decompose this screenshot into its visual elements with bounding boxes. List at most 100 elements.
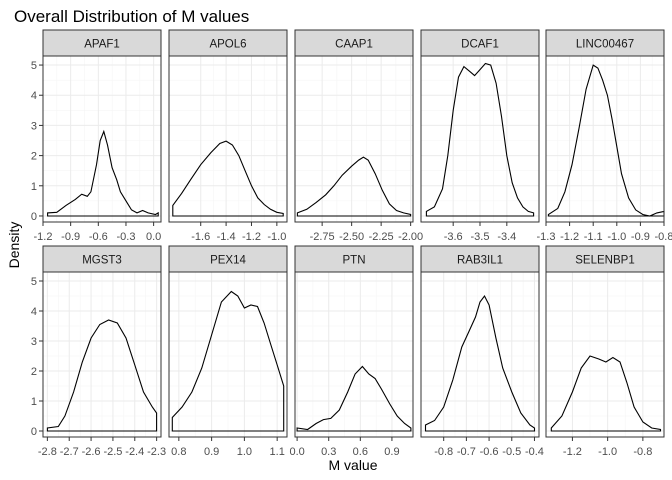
y-tick-label: 2 <box>31 151 37 163</box>
facet-strip <box>545 29 665 57</box>
x-tick-label: -0.7 <box>457 446 476 458</box>
facet-strip <box>168 245 288 273</box>
x-tick-label: -0.8 <box>655 231 672 243</box>
facet-panel: CAAP1 -2.75 -2.50 -2.25 -2.00 <box>294 29 423 243</box>
x-tick-label: -1.6 <box>191 231 210 243</box>
panel-border <box>294 55 414 223</box>
x-tick-label: -1.2 <box>34 231 53 243</box>
facet-panel: LINC00467 -1.3 -1.2 -1.1 -1.0 -0.9 -0.8 <box>537 29 672 243</box>
panel-border <box>420 271 540 438</box>
facet-panel: RAB3IL1 -0.8 -0.7 -0.6 -0.5 -0.4 <box>420 245 544 458</box>
x-tick-label: -2.3 <box>147 446 166 458</box>
panel-border <box>42 271 162 438</box>
panel-border <box>545 271 665 438</box>
facet-panel: DCAF1 -3.6 -3.5 -3.4 <box>420 29 540 243</box>
density-curve <box>296 365 412 432</box>
panel-border <box>42 55 162 223</box>
x-axis-title: M value <box>328 457 377 473</box>
x-tick-label: -0.5 <box>502 446 521 458</box>
y-tick-label: 4 <box>31 306 37 318</box>
density-curve <box>46 319 158 432</box>
x-tick-label: -0.3 <box>116 231 135 243</box>
panel-border <box>168 271 288 438</box>
facet-panel: MGST3 -2.8 -2.7 -2.6 -2.5 -2.4 -2.3 0 1 2 3 4 5 <box>31 245 166 458</box>
y-tick-label: 0 <box>31 211 37 223</box>
facet-panel: SELENBP1 -1.2 -1.0 -0.8 <box>545 245 665 458</box>
y-tick-label: 5 <box>31 60 37 72</box>
facet-strip <box>545 245 665 273</box>
facet-panel: PTN 0.0 0.3 0.6 0.9 <box>289 245 414 458</box>
facet-strip <box>294 245 414 273</box>
x-tick-label: -0.8 <box>434 446 453 458</box>
facet-panels: APAF1-1.2 -0.9 -0.6 -0.3 0.0012345APOL6-1.6-… <box>31 29 672 458</box>
x-tick-label: 0.6 <box>353 446 368 458</box>
x-tick-label: -1.2 <box>242 231 261 243</box>
facet-label: SELENBP1 <box>575 255 634 267</box>
facet-panel: PEX14 0.8 0.9 1.0 1.1 <box>168 245 288 458</box>
x-tick-label: 0.0 <box>289 446 304 458</box>
x-tick-label: -1.0 <box>607 231 626 243</box>
x-tick-label: -0.9 <box>631 231 650 243</box>
x-tick-label: -0.4 <box>525 446 544 458</box>
x-tick-label: 0.0 <box>146 231 161 243</box>
x-tick-label: -1.2 <box>563 446 582 458</box>
x-tick-label: -0.9 <box>61 231 80 243</box>
density-curve <box>172 140 284 217</box>
facet-panel: APOL6 -1.6 -1.4 -1.2 -1.0 <box>168 29 288 243</box>
facet-strip <box>168 29 288 57</box>
facet-label: PEX14 <box>210 255 246 267</box>
x-tick-label: -1.0 <box>267 231 286 243</box>
x-tick-label: -1.2 <box>560 231 579 243</box>
x-tick-label: -1.4 <box>217 231 236 243</box>
x-tick-label: -2.4 <box>125 446 144 458</box>
x-tick-label: -0.6 <box>480 446 499 458</box>
y-tick-label: 2 <box>31 366 37 378</box>
y-tick-label: 4 <box>31 90 37 102</box>
facet-label: APAF1 <box>84 39 120 51</box>
y-tick-label: 3 <box>31 336 37 348</box>
x-tick-label: 0.3 <box>321 446 336 458</box>
facet-strip <box>294 29 414 57</box>
x-tick-label: -2.00 <box>398 231 423 243</box>
x-tick-label: -2.8 <box>38 446 57 458</box>
y-tick-label: 1 <box>31 181 37 193</box>
x-tick-label: -2.75 <box>310 231 335 243</box>
x-tick-label: -2.5 <box>103 446 122 458</box>
facet-strip <box>42 29 162 57</box>
facet-label: RAB3IL1 <box>457 255 503 267</box>
y-tick-label: 0 <box>31 426 37 438</box>
density-curve <box>296 156 412 217</box>
x-tick-label: -1.0 <box>598 446 617 458</box>
x-tick-label: 1.0 <box>237 446 252 458</box>
facet-label: PTN <box>343 255 366 267</box>
facet-strip <box>420 245 540 273</box>
facet-label: CAAP1 <box>335 39 373 51</box>
panel-border <box>168 55 288 223</box>
panel-border <box>545 55 665 223</box>
density-curve <box>47 129 159 217</box>
x-tick-label: 0.9 <box>384 446 399 458</box>
facet-panel: APAF1 -1.2 -0.9 -0.6 -0.3 0.0 0 1 2 3 4 5 <box>31 29 162 243</box>
density-curve <box>424 294 536 432</box>
y-axis-title: Density <box>6 222 22 269</box>
x-tick-label: 0.9 <box>204 446 219 458</box>
facet-label: LINC00467 <box>576 39 634 51</box>
density-curve <box>171 290 285 432</box>
y-tick-label: 5 <box>31 276 37 288</box>
x-tick-label: -2.50 <box>339 231 364 243</box>
density-curve <box>550 355 662 432</box>
x-tick-label: -3.5 <box>471 231 490 243</box>
x-tick-label: 1.1 <box>270 446 285 458</box>
x-tick-label: -1.3 <box>537 231 556 243</box>
density-curve <box>425 62 535 217</box>
x-tick-label: -0.6 <box>89 231 108 243</box>
facet-label: DCAF1 <box>461 39 499 51</box>
y-tick-label: 3 <box>31 120 37 132</box>
facet-label: APOL6 <box>209 39 246 51</box>
x-tick-label: -3.6 <box>444 231 463 243</box>
x-tick-label: -0.8 <box>633 446 652 458</box>
x-tick-label: -2.7 <box>60 446 79 458</box>
chart-title: Overall Distribution of M values <box>14 7 249 26</box>
